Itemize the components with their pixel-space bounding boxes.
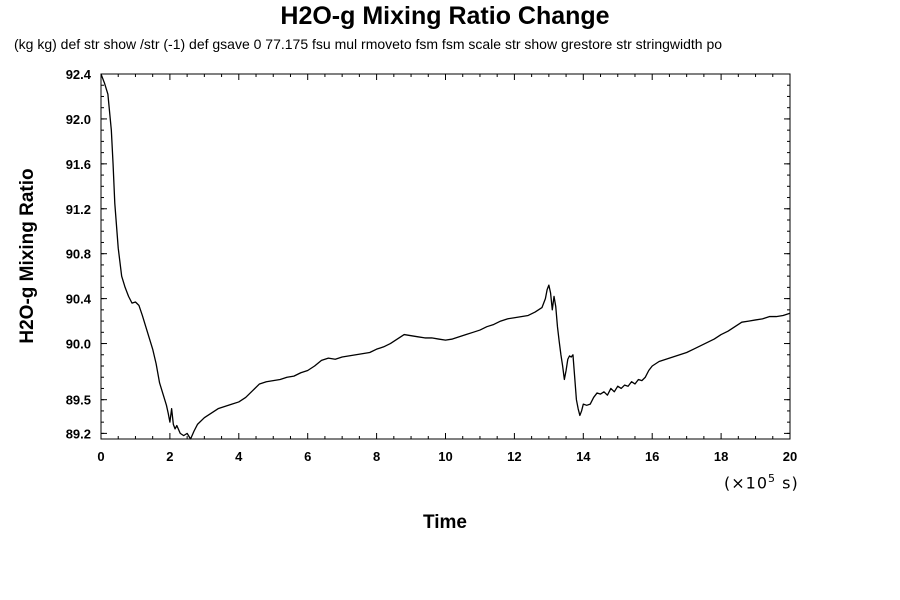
series-line <box>100 73 791 440</box>
chart-title: H2O-g Mixing Ratio Change <box>280 2 610 30</box>
x-tick-label: 6 <box>304 449 311 464</box>
x-tick-label: 18 <box>714 449 728 464</box>
x-tick-label: 2 <box>166 449 173 464</box>
y-tick-label: 89.5 <box>66 393 91 408</box>
x-scale-prefix: (×10 <box>724 473 769 493</box>
y-tick-label: 92.0 <box>66 112 91 127</box>
y-tick-label: 91.2 <box>66 202 91 217</box>
plot-frame <box>100 73 791 440</box>
x-tick-label: 12 <box>507 449 521 464</box>
x-scale-suffix: s) <box>776 473 799 493</box>
chart-subtitle: (kg kg) def str show /str (-1) def gsave… <box>14 36 723 52</box>
x-tick-label: 14 <box>576 449 591 464</box>
axis-ticks <box>100 73 791 439</box>
x-tick-label: 4 <box>235 449 243 464</box>
x-scale-exponent: 5 <box>768 472 777 485</box>
x-tick-label: 20 <box>783 449 797 464</box>
x-axis-label: Time <box>422 512 468 533</box>
x-tick-label: 8 <box>373 449 380 464</box>
tick-labels: 0 2 4 6 8 10 12 14 16 18 20 89.2 89.5 90.0 90.4 90.8 91.… <box>66 67 798 464</box>
y-tick-label: 92.4 <box>66 67 92 82</box>
y-tick-label: 90.0 <box>66 337 91 352</box>
x-tick-label: 10 <box>438 449 452 464</box>
y-tick-label: 89.2 <box>66 426 91 441</box>
x-tick-label: 16 <box>645 449 659 464</box>
y-tick-label: 90.8 <box>66 247 91 262</box>
y-tick-label: 90.4 <box>66 292 92 307</box>
y-tick-label: 91.6 <box>66 157 91 172</box>
x-tick-label: 0 <box>97 449 104 464</box>
x-scale-label: (×105 s) <box>724 472 799 492</box>
